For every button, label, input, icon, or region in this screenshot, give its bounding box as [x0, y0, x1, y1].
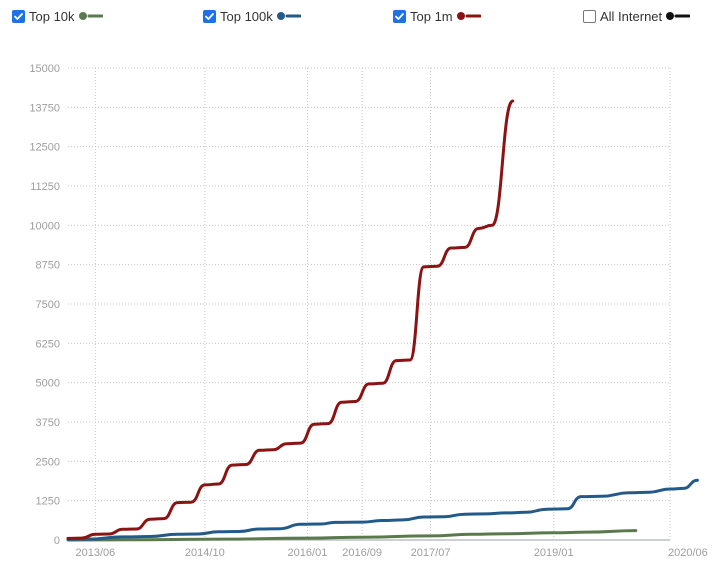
- x-tick-label: 2013/06: [75, 547, 115, 559]
- y-tick-label: 0: [54, 535, 60, 547]
- series-line-top-10k: [66, 529, 638, 542]
- checkbox-unchecked-icon[interactable]: [583, 9, 596, 23]
- y-tick-label: 15000: [29, 63, 60, 75]
- x-tick-label: 2014/10: [185, 547, 225, 559]
- x-tick-label: 2016/01: [288, 547, 328, 559]
- checkbox-checked-icon[interactable]: [203, 9, 216, 23]
- y-tick-label: 13750: [29, 102, 60, 114]
- y-tick-label: 5000: [36, 378, 60, 390]
- x-tick-label: 2019/01: [534, 547, 574, 559]
- legend-item-top-100k[interactable]: Top 100k: [203, 6, 301, 26]
- legend-item-all-internet[interactable]: All Internet: [583, 6, 691, 26]
- series-swatch-icon: [276, 12, 301, 20]
- legend-label: Top 10k: [29, 8, 75, 24]
- series-swatch-icon: [78, 12, 103, 20]
- checkbox-checked-icon[interactable]: [12, 9, 25, 23]
- series-line-top-1m: [66, 99, 515, 540]
- y-tick-label: 1250: [36, 496, 60, 508]
- y-tick-label: 7500: [36, 299, 60, 311]
- y-tick-label: 2500: [36, 456, 60, 468]
- y-tick-label: 11250: [30, 181, 60, 193]
- x-tick-label: 2020/06: [668, 547, 708, 559]
- x-tick-label: 2016/09: [342, 547, 382, 559]
- y-axis: 0 1250 2500 3750 5000 6250 7500 8750 10000 11250 1…: [29, 63, 60, 547]
- chart-series: [66, 99, 699, 542]
- legend-item-top-10k[interactable]: Top 10k: [12, 6, 103, 26]
- y-tick-label: 6250: [36, 338, 60, 350]
- x-axis: 2013/06 2014/10 2016/01 2016/09 2017/07 2019/…: [75, 547, 707, 559]
- legend: Top 10k Top 100k Top 1m All Internet: [0, 6, 728, 26]
- series-swatch-icon: [456, 12, 481, 20]
- legend-item-top-1m[interactable]: Top 1m: [393, 6, 481, 26]
- y-tick-label: 10000: [29, 220, 60, 232]
- legend-label: Top 1m: [410, 8, 453, 24]
- legend-label: All Internet: [600, 8, 663, 24]
- chart-grid: [68, 67, 671, 541]
- series-swatch-icon: [666, 12, 691, 20]
- legend-label: Top 100k: [220, 8, 273, 24]
- y-tick-label: 12500: [29, 142, 60, 154]
- x-tick-label: 2017/07: [411, 547, 451, 559]
- y-tick-label: 8750: [36, 260, 60, 272]
- series-line-top-100k: [66, 478, 699, 541]
- y-tick-label: 3750: [36, 417, 60, 429]
- checkbox-checked-icon[interactable]: [393, 9, 406, 23]
